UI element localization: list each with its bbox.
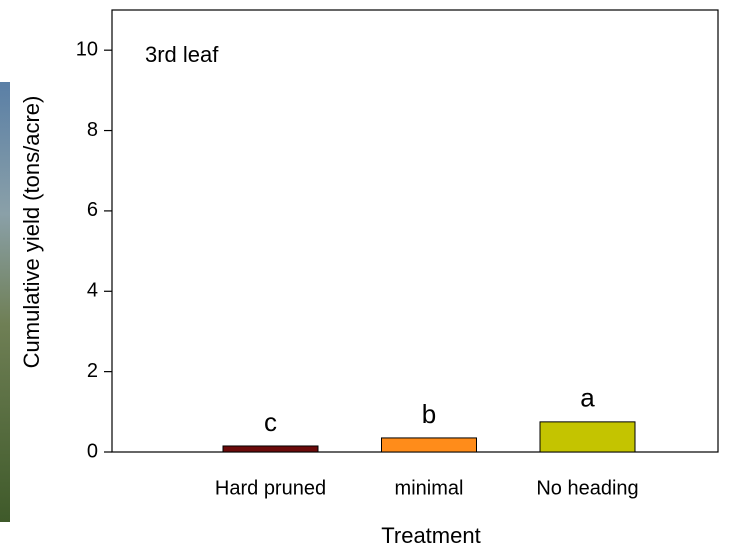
y-axis-label: Cumulative yield (tons/acre) — [19, 96, 44, 369]
y-tick-label: 8 — [87, 119, 98, 141]
photo-strip — [0, 82, 10, 522]
x-tick-label: Hard pruned — [215, 477, 326, 499]
x-tick-label: minimal — [395, 477, 464, 499]
bar — [539, 421, 636, 453]
y-tick-label: 10 — [76, 38, 98, 60]
y-tick-label: 0 — [87, 440, 98, 462]
bar — [381, 437, 477, 453]
y-tick-label: 4 — [87, 280, 98, 302]
x-tick-label: No heading — [536, 477, 638, 499]
significance-letter: b — [422, 399, 436, 429]
x-axis-label: Treatment — [381, 523, 480, 548]
significance-letter: c — [264, 407, 277, 437]
significance-letter: a — [580, 383, 595, 413]
annotation: 3rd leaf — [145, 42, 219, 67]
plot-frame — [111, 9, 719, 453]
bar — [222, 445, 319, 453]
y-tick-label: 6 — [87, 199, 98, 221]
y-tick-label: 2 — [87, 360, 98, 382]
